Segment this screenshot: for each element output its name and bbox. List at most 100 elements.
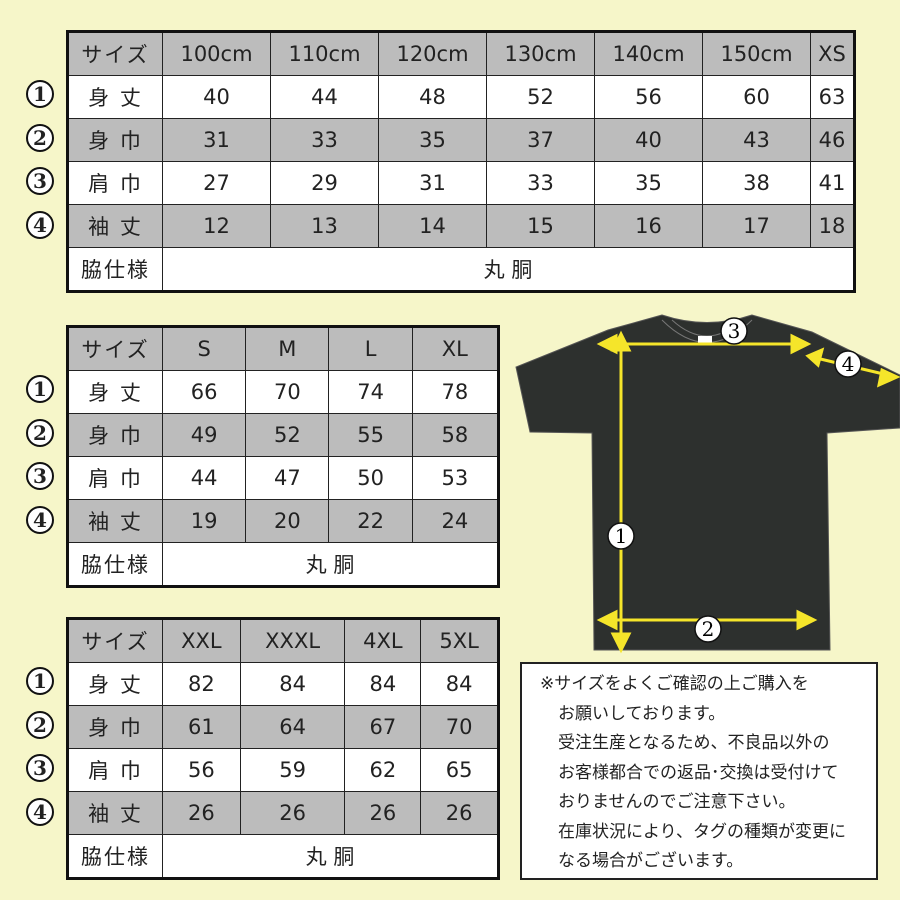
size-header: XXXL (239, 618, 346, 663)
header-row: サイズ XXL XXXL 4XL 5XL (67, 618, 499, 663)
side-value: 丸 胴 (162, 834, 499, 879)
row-marker: 2 (26, 123, 54, 152)
value-cell: 50 (328, 456, 413, 500)
value-cell: 29 (270, 161, 379, 205)
row-marker: 2 (26, 418, 54, 447)
measure-row: 身 丈 66 70 74 78 (67, 370, 500, 414)
side-value: 丸 胴 (162, 247, 855, 292)
header-label: サイズ (67, 31, 163, 76)
row-label: 身 巾 (67, 118, 163, 162)
value-cell: 27 (162, 161, 271, 205)
value-cell: 26 (420, 791, 499, 835)
marker-2: 2 (702, 617, 715, 641)
value-cell: 56 (162, 748, 241, 792)
measure-row: 袖 丈 26 26 26 26 (67, 791, 499, 835)
row-label: 身 丈 (67, 662, 163, 706)
value-cell: 61 (162, 705, 241, 749)
side-row: 脇仕様丸 胴 (67, 247, 855, 292)
row-marker: 4 (26, 210, 54, 239)
value-cell: 62 (344, 748, 422, 792)
marker-4: 4 (842, 352, 855, 376)
value-cell: 43 (702, 118, 811, 162)
value-cell: 64 (239, 705, 346, 749)
size-header: XL (411, 326, 500, 371)
size-header: L (328, 326, 413, 371)
size-header: 5XL (420, 618, 499, 663)
value-cell: 55 (328, 413, 413, 457)
value-cell: 13 (270, 204, 379, 248)
value-cell: 40 (594, 118, 703, 162)
value-cell: 35 (594, 161, 703, 205)
size-header: 150cm (702, 31, 811, 76)
value-cell: 24 (411, 499, 500, 543)
side-label: 脇仕様 (67, 834, 163, 879)
measure-row: 肩 巾 44 47 50 53 (67, 456, 500, 500)
value-cell: 70 (245, 370, 330, 414)
measure-row: 身 巾 61 64 67 70 (67, 705, 499, 749)
value-cell: 66 (161, 370, 247, 414)
value-cell: 41 (810, 161, 855, 205)
value-cell: 84 (344, 662, 422, 706)
value-cell: 33 (270, 118, 379, 162)
side-row: 脇仕様丸 胴 (67, 834, 499, 879)
size-header: S (161, 326, 247, 371)
value-cell: 12 (162, 204, 271, 248)
value-cell: 40 (162, 75, 271, 119)
marker-1: 1 (615, 524, 628, 548)
size-header: 110cm (270, 31, 379, 76)
value-cell: 31 (378, 161, 487, 205)
notice-line: おりませんのでご注意下さい。 (558, 792, 796, 812)
value-cell: 37 (486, 118, 595, 162)
row-label: 身 巾 (67, 413, 163, 457)
size-header: 4XL (344, 618, 422, 663)
value-cell: 33 (486, 161, 595, 205)
row-marker: 1 (26, 667, 54, 695)
row-marker: 3 (26, 167, 54, 195)
value-cell: 44 (270, 75, 379, 119)
row-label: 袖 丈 (67, 204, 163, 248)
measure-row: 身 丈 82 84 84 84 (67, 662, 499, 706)
value-cell: 65 (420, 748, 499, 792)
size-header: XS (810, 31, 855, 76)
measure-row: 肩 巾 27 29 31 33 35 38 41 (67, 161, 855, 205)
side-row: 脇仕様丸 胴 (67, 542, 499, 587)
value-cell: 56 (594, 75, 703, 119)
value-cell: 47 (245, 456, 330, 500)
size-header: 130cm (486, 31, 595, 76)
header-label: サイズ (67, 326, 163, 371)
value-cell: 78 (411, 370, 500, 414)
row-marker: 1 (26, 375, 54, 403)
value-cell: 14 (378, 204, 487, 248)
value-cell: 44 (161, 456, 247, 500)
value-cell: 26 (239, 791, 346, 835)
row-label: 身 巾 (67, 705, 163, 749)
measure-row: 身 巾 49 52 55 58 (67, 413, 500, 457)
row-marker: 1 (26, 80, 54, 108)
row-label: 身 丈 (67, 75, 163, 119)
value-cell: 49 (161, 413, 247, 457)
row-marker: 2 (26, 710, 54, 739)
size-header: 140cm (594, 31, 703, 76)
side-label: 脇仕様 (67, 247, 163, 292)
notice-line: なる場合がございます。 (558, 851, 744, 871)
value-cell: 60 (702, 75, 811, 119)
size-table-adult: サイズ S M L XL 身 丈 66 70 74 78 身 巾 49 52 55 58 肩 巾 44 47 50 5… (66, 325, 500, 588)
tshirt-shape (515, 314, 900, 651)
tshirt-measurement-diagram: 1 2 3 4 (515, 314, 900, 654)
row-marker: 4 (26, 505, 54, 534)
value-cell: 82 (162, 662, 241, 706)
row-label: 袖 丈 (67, 791, 163, 835)
value-cell: 38 (702, 161, 811, 205)
value-cell: 59 (239, 748, 346, 792)
header-row: サイズ 100cm 110cm 120cm 130cm 140cm 150cm XS (67, 31, 855, 76)
value-cell: 16 (594, 204, 703, 248)
value-cell: 20 (245, 499, 330, 543)
value-cell: 58 (411, 413, 500, 457)
size-header: XXL (162, 618, 241, 663)
value-cell: 15 (486, 204, 595, 248)
measure-arrows (596, 330, 900, 654)
row-marker: 3 (26, 462, 54, 490)
header-label: サイズ (67, 618, 163, 663)
measure-row: 袖 丈 12 13 14 15 16 17 18 (67, 204, 855, 248)
value-cell: 35 (378, 118, 487, 162)
